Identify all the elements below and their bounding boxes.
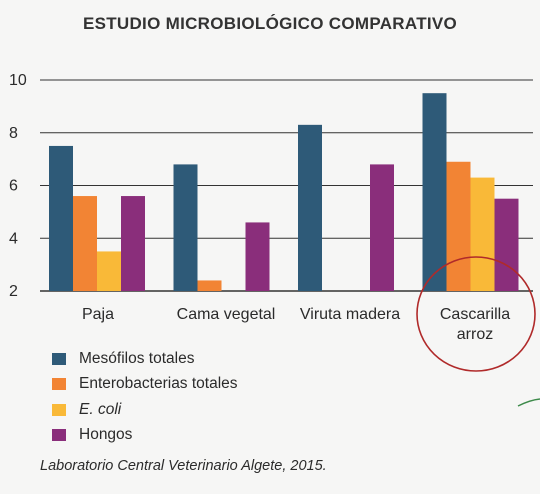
bar	[298, 124, 322, 292]
legend-label: E. coli	[79, 400, 122, 418]
legend-label: Hongos	[79, 426, 133, 444]
bar	[446, 161, 471, 291]
y-tick-label: 6	[9, 178, 18, 195]
legend-item-enterobacterias: Enterobacterias totales	[52, 372, 238, 398]
legend-swatch-mesofilos	[52, 352, 66, 365]
legend-item-hongos: Hongos	[52, 423, 238, 449]
x-tick-label: Viruta madera	[300, 306, 400, 323]
source-note: Laboratorio Central Veterinario Algete, …	[40, 458, 327, 474]
legend: Mesófilos totales Enterobacterias totale…	[52, 346, 238, 448]
bar	[97, 251, 121, 291]
bar	[370, 164, 394, 291]
x-tick-label: Cama vegetal	[177, 306, 276, 323]
legend-label: Enterobacterias totales	[79, 375, 238, 393]
y-tick-label: 4	[9, 230, 18, 247]
x-tick-label: Paja	[82, 306, 114, 323]
bar	[245, 222, 270, 291]
y-tick-label: 10	[9, 72, 27, 89]
legend-swatch-hongos	[52, 429, 66, 442]
bar	[73, 196, 97, 291]
decorative-curve	[517, 398, 540, 407]
bar	[121, 196, 145, 291]
x-tick-label: Cascarilla arroz	[440, 306, 510, 343]
highlight-circle	[416, 256, 536, 372]
bar	[173, 164, 198, 291]
bar	[494, 198, 519, 291]
legend-swatch-ecoli	[52, 403, 66, 416]
bar	[49, 145, 73, 291]
bar	[422, 93, 447, 291]
y-tick-label: 8	[9, 125, 18, 142]
legend-item-ecoli: E. coli	[52, 397, 238, 423]
legend-swatch-enterobacterias	[52, 378, 66, 391]
legend-item-mesofilos: Mesófilos totales	[52, 346, 238, 372]
bar	[197, 280, 222, 291]
bar	[470, 177, 495, 291]
chart-title: ESTUDIO MICROBIOLÓGICO COMPARATIVO	[82, 14, 458, 33]
y-tick-label: 2	[9, 283, 18, 300]
legend-label: Mesófilos totales	[79, 349, 195, 367]
